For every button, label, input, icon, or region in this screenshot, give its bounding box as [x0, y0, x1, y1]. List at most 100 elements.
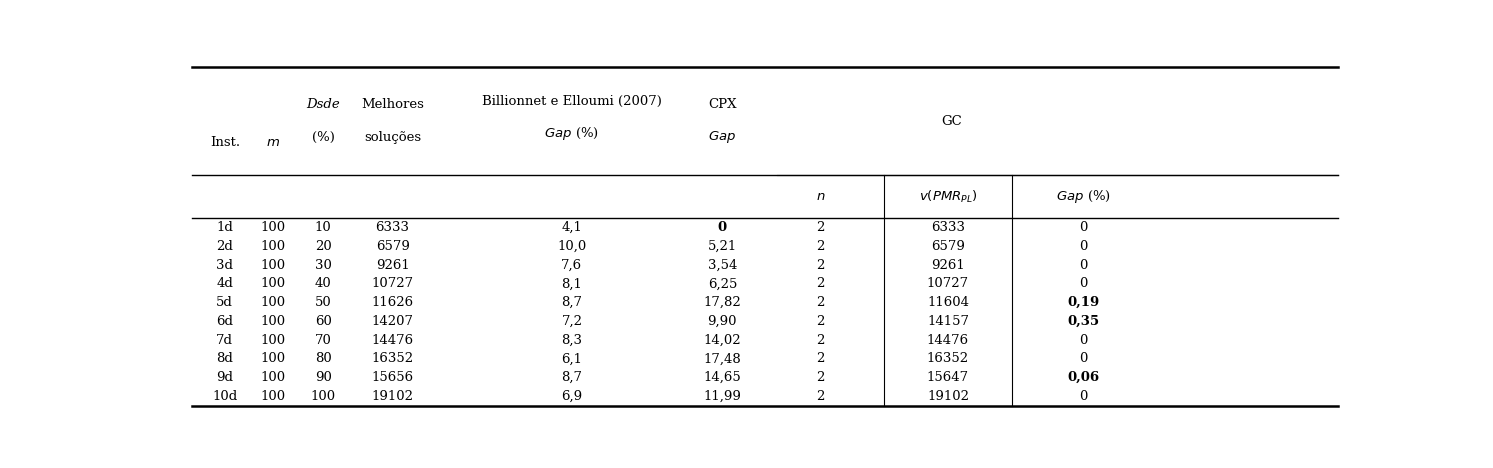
Text: 60: 60	[315, 315, 331, 328]
Text: 10: 10	[315, 221, 331, 234]
Text: 10d: 10d	[212, 390, 237, 403]
Text: 8,3: 8,3	[561, 334, 582, 347]
Text: 100: 100	[261, 315, 287, 328]
Text: $Gap$: $Gap$	[708, 129, 736, 145]
Text: 4d: 4d	[216, 278, 233, 291]
Text: 0: 0	[1079, 352, 1087, 366]
Text: 100: 100	[261, 240, 287, 253]
Text: 100: 100	[311, 390, 336, 403]
Text: 90: 90	[315, 371, 331, 384]
Text: 100: 100	[261, 334, 287, 347]
Text: 11,99: 11,99	[703, 390, 742, 403]
Text: 2: 2	[817, 240, 826, 253]
Text: 8d: 8d	[216, 352, 233, 366]
Text: 100: 100	[261, 221, 287, 234]
Text: 1d: 1d	[216, 221, 233, 234]
Text: 8,7: 8,7	[561, 371, 582, 384]
Text: 8,7: 8,7	[561, 296, 582, 309]
Text: 0: 0	[1079, 278, 1087, 291]
Text: 14207: 14207	[372, 315, 414, 328]
Text: GC: GC	[942, 115, 963, 127]
Text: $Gap$ (%): $Gap$ (%)	[545, 125, 599, 142]
Text: 19102: 19102	[927, 390, 969, 403]
Text: 0: 0	[1079, 240, 1087, 253]
Text: 3,54: 3,54	[708, 259, 738, 271]
Text: Billionnet e Elloumi (2007): Billionnet e Elloumi (2007)	[482, 95, 661, 108]
Text: 10,0: 10,0	[557, 240, 587, 253]
Text: 14,65: 14,65	[703, 371, 741, 384]
Text: 2: 2	[817, 390, 826, 403]
Text: 6,1: 6,1	[561, 352, 582, 366]
Text: 80: 80	[315, 352, 331, 366]
Text: 6,9: 6,9	[561, 390, 582, 403]
Text: 30: 30	[315, 259, 331, 271]
Text: 10727: 10727	[927, 278, 969, 291]
Text: 20: 20	[315, 240, 331, 253]
Text: 15647: 15647	[927, 371, 969, 384]
Text: 2: 2	[817, 334, 826, 347]
Text: 14476: 14476	[927, 334, 969, 347]
Text: 11604: 11604	[927, 296, 969, 309]
Text: 70: 70	[315, 334, 331, 347]
Text: 7,6: 7,6	[561, 259, 582, 271]
Text: 16352: 16352	[927, 352, 969, 366]
Text: 100: 100	[261, 371, 287, 384]
Text: 0,06: 0,06	[1067, 371, 1099, 384]
Text: 100: 100	[261, 296, 287, 309]
Text: $v(PMR_{PL})$: $v(PMR_{PL})$	[918, 189, 978, 205]
Text: 14157: 14157	[927, 315, 969, 328]
Text: 0,19: 0,19	[1067, 296, 1099, 309]
Text: 15656: 15656	[372, 371, 414, 384]
Text: 50: 50	[315, 296, 331, 309]
Text: 17,48: 17,48	[703, 352, 741, 366]
Text: 2: 2	[817, 278, 826, 291]
Text: Melhores: Melhores	[361, 98, 424, 111]
Text: 5d: 5d	[216, 296, 233, 309]
Text: 6,25: 6,25	[708, 278, 738, 291]
Text: 9261: 9261	[376, 259, 409, 271]
Text: 2: 2	[817, 352, 826, 366]
Text: 0: 0	[1079, 390, 1087, 403]
Text: 100: 100	[261, 352, 287, 366]
Text: 8,1: 8,1	[561, 278, 582, 291]
Text: 100: 100	[261, 278, 287, 291]
Text: 2d: 2d	[216, 240, 233, 253]
Text: 6579: 6579	[376, 240, 409, 253]
Text: 2: 2	[817, 221, 826, 234]
Text: 6579: 6579	[932, 240, 964, 253]
Text: 100: 100	[261, 259, 287, 271]
Text: 6333: 6333	[932, 221, 964, 234]
Text: (%): (%)	[312, 131, 334, 144]
Text: 9d: 9d	[216, 371, 233, 384]
Text: 19102: 19102	[372, 390, 414, 403]
Text: 14476: 14476	[372, 334, 414, 347]
Text: 9261: 9261	[932, 259, 964, 271]
Text: 6333: 6333	[376, 221, 409, 234]
Text: 10727: 10727	[372, 278, 414, 291]
Text: 6d: 6d	[216, 315, 233, 328]
Text: 0: 0	[1079, 334, 1087, 347]
Text: $Gap$ (%): $Gap$ (%)	[1056, 188, 1111, 205]
Text: $n$: $n$	[817, 190, 826, 203]
Text: 2: 2	[817, 315, 826, 328]
Text: 16352: 16352	[372, 352, 414, 366]
Text: CPX: CPX	[708, 98, 736, 111]
Text: 0,35: 0,35	[1067, 315, 1099, 328]
Text: 17,82: 17,82	[703, 296, 741, 309]
Text: 100: 100	[261, 390, 287, 403]
Text: 2: 2	[817, 296, 826, 309]
Text: 9,90: 9,90	[708, 315, 738, 328]
Text: 7d: 7d	[216, 334, 233, 347]
Text: 3d: 3d	[216, 259, 233, 271]
Text: 2: 2	[817, 371, 826, 384]
Text: 7,2: 7,2	[561, 315, 582, 328]
Text: 0: 0	[718, 221, 727, 234]
Text: Dsde: Dsde	[306, 98, 340, 111]
Text: $m$: $m$	[266, 136, 281, 149]
Text: 40: 40	[315, 278, 331, 291]
Text: 4,1: 4,1	[561, 221, 582, 234]
Text: 11626: 11626	[372, 296, 414, 309]
Text: 0: 0	[1079, 221, 1087, 234]
Text: 0: 0	[1079, 259, 1087, 271]
Text: 5,21: 5,21	[708, 240, 738, 253]
